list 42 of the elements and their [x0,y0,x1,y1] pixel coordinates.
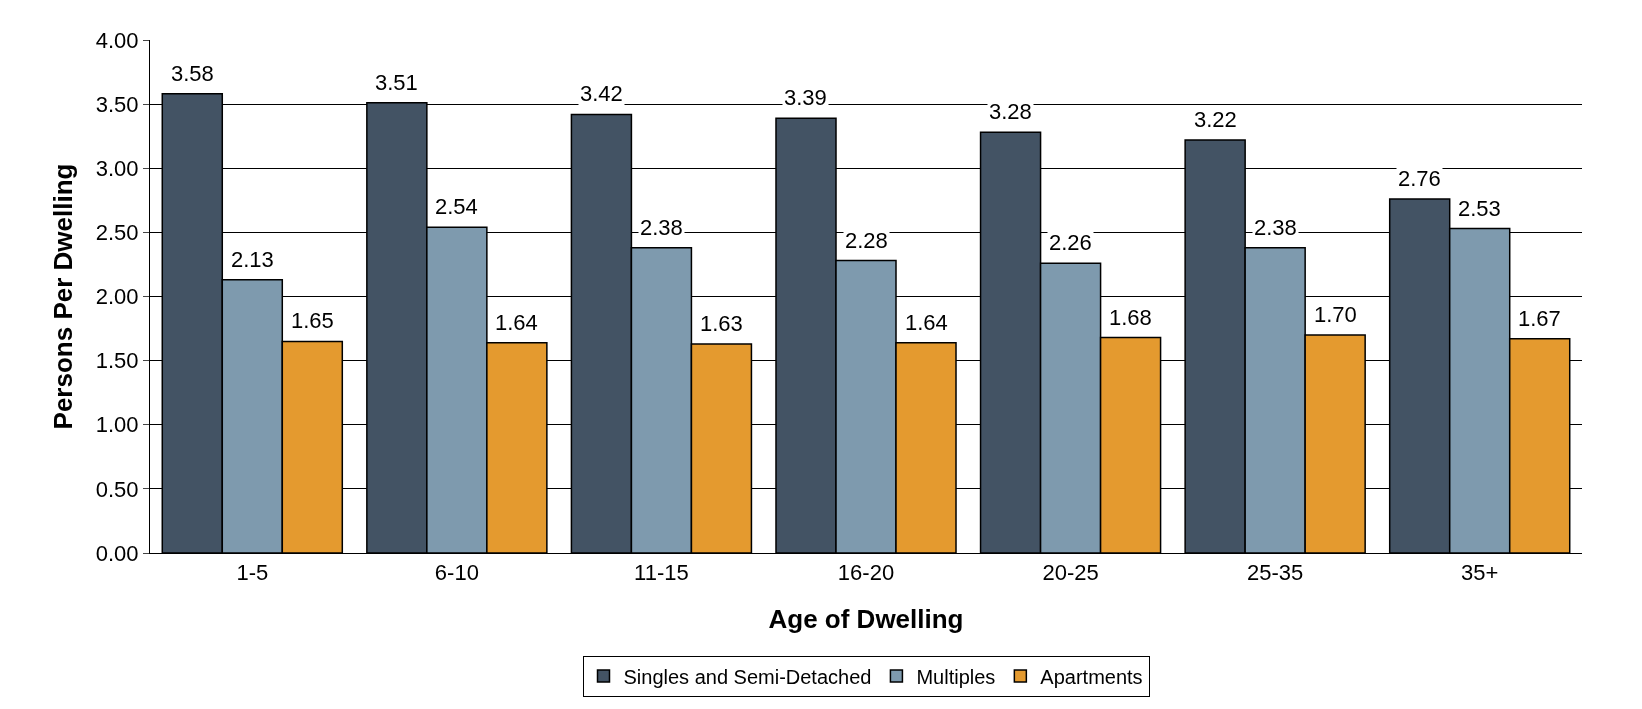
x-tick-label: 20-25 [1042,560,1099,586]
x-tick-label: 16-20 [837,560,895,586]
y-tick-label: 0.00 [95,540,139,566]
x-axis-title: Age of Dwelling [768,604,964,635]
data-label: 3.58 [171,61,214,86]
data-label: 3.42 [580,81,623,106]
legend-label: Apartments [1040,665,1143,688]
data-label: 2.13 [231,247,274,272]
data-label: 3.28 [989,99,1032,124]
data-label: 3.22 [1194,107,1237,132]
y-tick-label: 3.50 [95,91,139,117]
y-tick-label: 0.50 [95,476,139,502]
data-label: 2.38 [1254,215,1297,240]
data-label: 2.26 [1049,230,1092,255]
data-label: 1.67 [1518,306,1561,331]
legend-label: Singles and Semi-Detached [623,665,872,688]
legend-label: Multiples [916,665,996,688]
x-tick-label: 6-10 [434,560,479,586]
y-tick-label: 1.00 [95,412,139,438]
data-label: 1.63 [700,311,743,336]
y-tick-label: 1.50 [95,348,139,374]
data-label: 1.64 [905,310,948,335]
data-label: 2.28 [845,228,888,253]
y-tick-label: 2.00 [95,284,139,310]
y-tick-label: 2.50 [95,220,139,246]
x-tick-label: 11-15 [634,560,689,586]
data-label: 2.38 [640,215,683,240]
data-label: 1.68 [1109,305,1152,330]
y-tick-label: 4.00 [95,27,139,53]
data-label: 1.64 [495,310,538,335]
x-tick-label: 35+ [1461,560,1499,586]
y-tick-label: 3.00 [95,155,139,181]
y-axis-title: Persons Per Dwelling [48,163,79,430]
data-label: 2.53 [1458,196,1501,221]
data-label: 3.51 [375,70,418,95]
x-tick-label: 25-35 [1247,560,1304,586]
data-label: 1.70 [1314,302,1357,327]
data-label: 3.39 [784,85,827,110]
data-label: 2.76 [1398,166,1441,191]
x-tick-label: 1-5 [236,560,269,586]
data-label: 1.65 [291,308,334,333]
data-label: 2.54 [435,194,478,219]
